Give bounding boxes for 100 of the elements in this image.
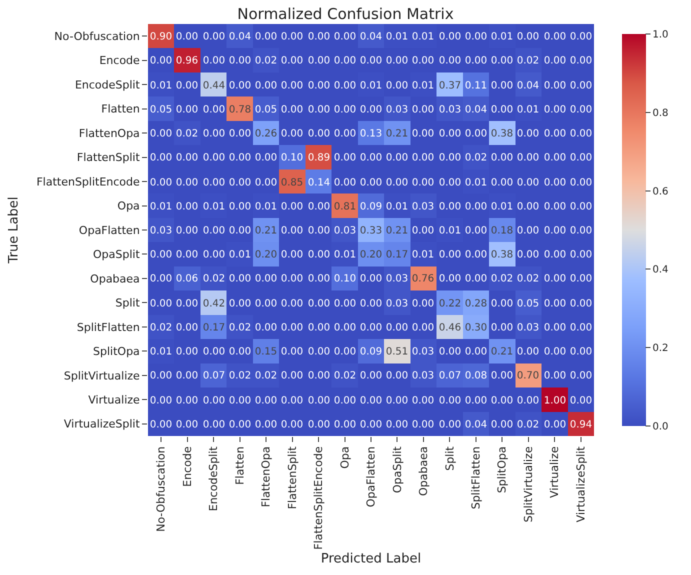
data-label: 0.00 — [308, 104, 330, 116]
data-label: 0.15 — [254, 346, 278, 358]
data-label: 0.28 — [464, 298, 488, 310]
data-label: 0.00 — [254, 298, 278, 310]
data-label: 0.01 — [228, 250, 252, 260]
x-tick-label: Opa — [338, 446, 352, 469]
data-label: 0.00 — [516, 32, 540, 42]
data-label: 0.00 — [570, 56, 592, 66]
data-label: 0.00 — [516, 202, 540, 212]
y-tick-label: Encode — [99, 54, 140, 68]
data-label: 0.00 — [438, 202, 462, 212]
data-label: 0.00 — [544, 152, 566, 164]
y-tick-label: OpaSplit — [93, 248, 140, 262]
y-tick-label: SplitOpa — [93, 345, 140, 358]
data-label: 0.00 — [516, 250, 540, 260]
data-label: 0.00 — [254, 152, 278, 164]
data-label: 0.00 — [464, 128, 488, 140]
data-label: 0.00 — [254, 274, 278, 284]
data-label: 0.01 — [254, 202, 278, 212]
data-label: 0.00 — [490, 56, 514, 66]
data-label: 0.00 — [412, 152, 434, 164]
data-label: 0.22 — [438, 298, 462, 310]
data-label: 0.00 — [516, 396, 540, 406]
data-label: 0.00 — [464, 202, 488, 212]
data-label: 0.00 — [202, 250, 226, 260]
data-label: 0.00 — [334, 322, 356, 334]
data-label: 0.02 — [516, 274, 540, 284]
data-label: 0.00 — [438, 346, 462, 358]
data-label: 0.00 — [544, 202, 566, 212]
data-label: 0.38 — [490, 250, 514, 260]
data-label: 0.00 — [202, 396, 226, 406]
data-label: 0.00 — [308, 226, 330, 236]
data-label: 0.04 — [228, 32, 252, 42]
data-label: 0.00 — [202, 420, 226, 430]
data-label: 0.04 — [360, 32, 382, 42]
data-label: 0.21 — [254, 226, 278, 236]
data-label: 0.03 — [386, 104, 408, 116]
x-axis-title: Predicted Label — [320, 551, 422, 566]
data-label: 0.00 — [176, 178, 198, 188]
data-label: 0.00 — [464, 346, 488, 358]
data-label: 0.00 — [308, 56, 330, 66]
data-label: 0.06 — [176, 274, 198, 284]
data-label: 0.76 — [412, 274, 434, 284]
x-tick-label: VirtualizeSplit — [574, 446, 588, 522]
data-label: 0.00 — [150, 128, 172, 140]
data-label: 0.00 — [412, 322, 434, 334]
data-label: 0.00 — [176, 346, 198, 358]
data-label: 0.51 — [386, 346, 408, 358]
data-label: 0.00 — [228, 396, 252, 406]
data-label: 0.17 — [202, 322, 226, 334]
data-label: 0.00 — [228, 298, 252, 310]
data-label: 0.01 — [334, 250, 356, 260]
data-label: 0.00 — [280, 396, 304, 406]
x-tick-label: FlattenSplitEncode — [312, 446, 326, 550]
data-label: 0.00 — [570, 202, 592, 212]
data-label: 0.02 — [516, 56, 540, 66]
data-label: 0.05 — [150, 104, 172, 116]
data-label: 0.00 — [438, 420, 462, 430]
data-label: 0.21 — [386, 128, 408, 140]
data-label: 0.00 — [228, 178, 252, 188]
data-label: 0.10 — [280, 152, 304, 164]
y-tick-label: FlattenOpa — [78, 126, 140, 140]
data-label: 0.30 — [464, 322, 488, 334]
x-tick-label: EncodeSplit — [207, 446, 220, 512]
y-tick-label: No-Obfuscation — [54, 30, 140, 43]
data-label: 0.00 — [202, 56, 226, 66]
data-label: 0.00 — [464, 274, 488, 284]
data-label: 0.00 — [360, 370, 382, 382]
data-label: 0.03 — [438, 104, 462, 116]
data-label: 0.00 — [254, 178, 278, 188]
x-tick-label: Encode — [180, 446, 194, 487]
data-label: 0.01 — [490, 32, 514, 42]
data-label: 0.01 — [412, 80, 434, 92]
data-label: 0.00 — [490, 298, 514, 310]
data-label: 0.70 — [516, 370, 540, 382]
color-bar-label: 0.0 — [652, 422, 668, 432]
data-label: 0.90 — [150, 32, 172, 42]
data-label: 0.00 — [280, 104, 304, 116]
data-label: 0.00 — [334, 104, 356, 116]
x-tick-label: SplitVirtualize — [522, 446, 535, 522]
data-label: 0.03 — [516, 322, 540, 334]
x-tick-label: FlattenSplit — [286, 446, 299, 510]
data-label: 0.00 — [438, 152, 462, 164]
data-label: 0.00 — [176, 104, 198, 116]
data-label: 0.00 — [228, 274, 252, 284]
data-label: 0.00 — [360, 178, 382, 188]
data-label: 0.00 — [570, 346, 592, 358]
data-label: 0.00 — [228, 346, 252, 358]
data-label: 0.00 — [150, 298, 172, 310]
color-bar-label: 0.6 — [652, 186, 668, 198]
data-label: 0.03 — [412, 346, 434, 358]
data-label: 0.02 — [490, 274, 514, 284]
data-label: 0.00 — [412, 396, 434, 406]
data-label: 0.00 — [516, 226, 540, 236]
y-tick-label: Flatten — [101, 102, 140, 116]
data-label: 0.00 — [176, 80, 198, 92]
y-axis-title: True Label — [6, 196, 22, 264]
data-label: 0.00 — [334, 128, 356, 140]
data-label: 0.00 — [280, 202, 304, 212]
data-label: 0.21 — [490, 346, 514, 358]
